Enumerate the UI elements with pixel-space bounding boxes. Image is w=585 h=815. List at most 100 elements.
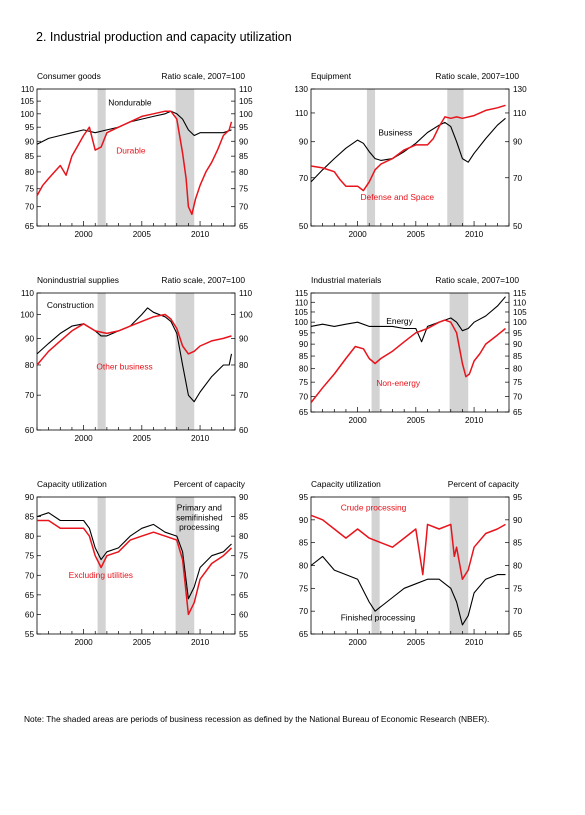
y-tick-label-right: 70 <box>513 393 523 402</box>
y-tick-label-right: 75 <box>513 378 523 387</box>
recession-band <box>366 89 376 226</box>
recession-band <box>97 293 106 430</box>
y-tick-label-left: 80 <box>299 562 309 571</box>
scale-label: Ratio scale, 2007=100 <box>161 71 245 81</box>
x-tick-label: 2000 <box>74 638 93 647</box>
y-tick-label-left: 110 <box>21 289 34 298</box>
plot-frame <box>310 88 510 227</box>
y-tick-label-left: 65 <box>299 630 309 639</box>
x-tick-label: 2010 <box>191 434 210 443</box>
y-tick-label-left: 85 <box>299 352 309 361</box>
y-tick-label-right: 80 <box>513 365 523 374</box>
y-tick-label-right: 130 <box>513 85 527 94</box>
chart-6: 65 65 70 70 75 75 80 80 85 85 90 90 95 95 2000 2005 2010… <box>299 479 523 647</box>
y-tick-label-left: 90 <box>25 493 35 502</box>
x-tick-label: 2005 <box>133 230 152 239</box>
recession-band <box>175 497 195 634</box>
y-tick-label-left: 80 <box>25 361 35 370</box>
y-tick-label-right: 95 <box>513 493 523 502</box>
x-tick-label: 2000 <box>348 230 367 239</box>
y-tick-label-right: 85 <box>513 539 523 548</box>
y-tick-label-right: 50 <box>513 222 523 231</box>
y-tick-label-left: 65 <box>25 591 35 600</box>
series-line-durable <box>36 110 233 216</box>
series-label: Business <box>378 128 412 138</box>
y-tick-label-right: 70 <box>239 571 249 580</box>
y-tick-label-left: 65 <box>299 408 309 417</box>
y-tick-label-right: 60 <box>239 426 249 435</box>
x-tick-label: 2010 <box>191 230 210 239</box>
x-tick-label: 2005 <box>133 434 152 443</box>
y-tick-label-left: 80 <box>25 532 35 541</box>
y-tick-label-right: 65 <box>239 222 249 231</box>
x-tick-label: 2005 <box>133 638 152 647</box>
y-tick-label-right: 70 <box>513 174 523 183</box>
y-tick-label-left: 90 <box>25 334 35 343</box>
y-tick-label-left: 100 <box>294 318 308 327</box>
page-title: 2. Industrial production and capacity ut… <box>36 30 292 44</box>
scale-label: Ratio scale, 2007=100 <box>435 71 519 81</box>
y-tick-label-left: 75 <box>299 584 309 593</box>
x-tick-label: 2000 <box>74 230 93 239</box>
y-tick-label-right: 105 <box>513 308 527 317</box>
series-line-finished-processing <box>310 555 506 626</box>
y-tick-label-left: 55 <box>25 630 35 639</box>
y-tick-label-right: 110 <box>513 298 526 307</box>
y-tick-label-left: 80 <box>299 365 309 374</box>
series-line-nondurable <box>36 110 232 145</box>
y-tick-label-left: 60 <box>25 426 35 435</box>
y-tick-label-left: 115 <box>295 289 308 298</box>
y-tick-label-right: 85 <box>239 513 249 522</box>
y-tick-label-left: 130 <box>294 85 308 94</box>
series-label: Other business <box>96 362 152 372</box>
scale-label: Percent of capacity <box>174 479 246 489</box>
y-tick-label-right: 80 <box>239 168 249 177</box>
x-tick-label: 2010 <box>465 230 484 239</box>
y-tick-label-left: 90 <box>299 138 309 147</box>
y-tick-label-right: 75 <box>239 185 249 194</box>
y-tick-label-right: 100 <box>513 318 527 327</box>
y-tick-label-left: 70 <box>25 391 35 400</box>
y-tick-label-left: 110 <box>295 298 308 307</box>
series-label: Non-energy <box>376 378 421 388</box>
y-tick-label-left: 70 <box>299 393 309 402</box>
series-label: Construction <box>47 300 94 310</box>
plot-frame <box>36 496 236 635</box>
series-line-construction <box>36 307 233 403</box>
y-tick-label-right: 65 <box>239 591 249 600</box>
y-tick-label-right: 90 <box>513 340 523 349</box>
y-tick-label-right: 90 <box>513 516 523 525</box>
series-label: Crude processing <box>341 503 407 513</box>
y-tick-label-left: 95 <box>299 493 309 502</box>
y-tick-label-left: 65 <box>25 222 35 231</box>
y-tick-label-right: 95 <box>513 329 523 338</box>
recession-band <box>371 497 380 634</box>
y-tick-label-left: 75 <box>299 378 309 387</box>
y-tick-label-left: 110 <box>21 85 34 94</box>
chart-title: Industrial materials <box>311 275 381 285</box>
y-tick-label-right: 80 <box>513 562 523 571</box>
y-tick-label-right: 75 <box>239 552 249 561</box>
x-tick-label: 2005 <box>407 416 426 425</box>
scale-label: Ratio scale, 2007=100 <box>161 275 245 285</box>
y-tick-label-right: 55 <box>239 630 249 639</box>
y-tick-label-right: 110 <box>239 289 252 298</box>
series-label: Durable <box>116 145 146 155</box>
x-tick-label: 2010 <box>465 416 484 425</box>
chart-5: 55 55 60 60 65 65 70 70 75 75 80 80 85 85 90 90 2000 2005… <box>25 479 249 647</box>
y-tick-label-right: 110 <box>239 85 252 94</box>
series-label: Finished processing <box>341 612 416 622</box>
plot-frame <box>310 292 510 413</box>
y-tick-label-left: 70 <box>25 571 35 580</box>
series-line-other-business <box>36 313 232 366</box>
chart-2: 50 50 70 70 90 90 110 110 130 130 2000 2005 2010 Equi… <box>294 71 527 239</box>
y-tick-label-left: 80 <box>25 168 35 177</box>
recession-note: Note: The shaded areas are periods of bu… <box>24 714 490 724</box>
recession-band <box>371 293 380 412</box>
scale-label: Ratio scale, 2007=100 <box>435 275 519 285</box>
series-line-non-energy <box>310 319 506 404</box>
y-tick-label-left: 95 <box>299 329 309 338</box>
series-line-energy <box>310 296 506 343</box>
